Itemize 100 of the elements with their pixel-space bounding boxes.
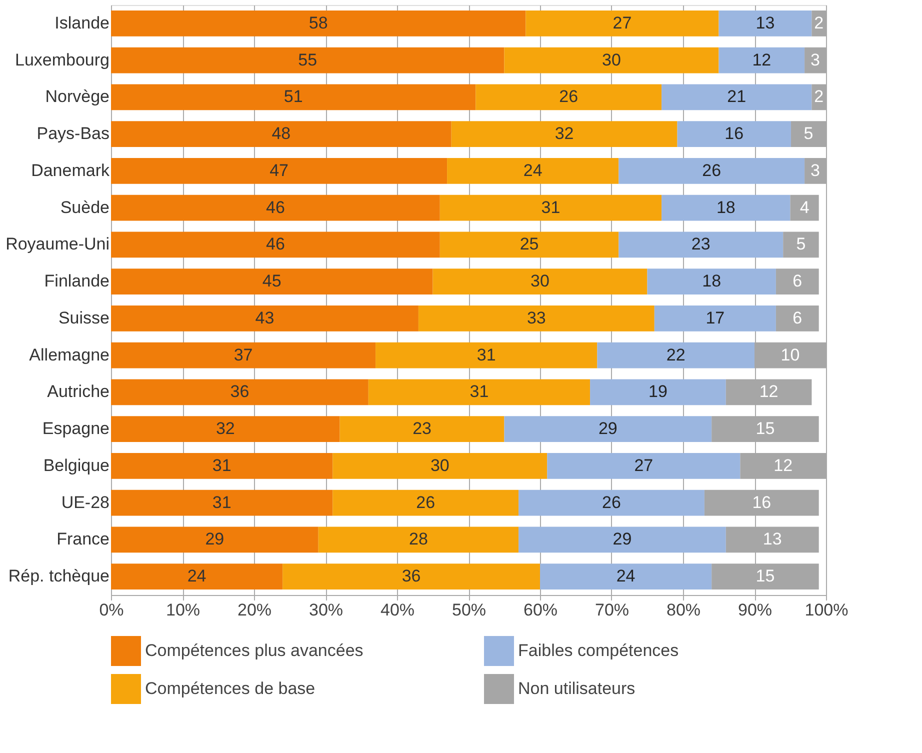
data-label: 19 [648, 382, 668, 402]
data-label: 26 [702, 160, 722, 180]
y-tick-label: Luxembourg [14, 50, 110, 70]
data-label: 13 [756, 13, 775, 32]
data-label: 45 [262, 272, 282, 291]
data-label: 48 [272, 124, 291, 144]
data-label: 21 [727, 87, 746, 106]
bar [654, 306, 776, 332]
data-label: 16 [752, 492, 772, 512]
data-label: 47 [270, 160, 288, 180]
y-tick-label: France [56, 530, 110, 549]
legend-label: Non utilisateurs [518, 679, 636, 698]
data-label: 23 [691, 234, 710, 254]
data-label: 16 [724, 124, 744, 144]
x-tick-label: 100% [804, 600, 848, 620]
x-tick-label: 30% [308, 600, 344, 620]
y-tick-label: Norvège [45, 87, 110, 106]
bar [662, 84, 812, 110]
data-label: 29 [612, 530, 632, 549]
bar [111, 526, 318, 553]
data-label: 31 [476, 345, 496, 364]
data-label: 2 [814, 87, 824, 106]
data-label: 18 [702, 272, 722, 291]
data-label: 31 [212, 492, 232, 512]
bar [111, 194, 440, 221]
data-label: 15 [756, 419, 775, 438]
legend-label: Compétences de base [145, 679, 316, 698]
bar [790, 194, 819, 221]
bar [451, 121, 678, 147]
y-tick-label: Royaume-Uni [6, 234, 110, 254]
bar [111, 47, 504, 74]
data-label: 6 [792, 272, 802, 291]
x-tick-label: 0% [99, 600, 124, 620]
bar [111, 564, 283, 590]
bar [332, 490, 519, 516]
y-tick-label: Suède [60, 198, 110, 217]
x-tick-label: 50% [452, 600, 486, 620]
bar [111, 10, 526, 36]
data-label: 46 [266, 198, 285, 217]
data-label: 58 [308, 13, 328, 32]
data-label: 24 [523, 160, 542, 180]
bar [447, 158, 619, 184]
data-label: 24 [187, 566, 206, 586]
bar [647, 268, 776, 294]
bar [540, 564, 712, 590]
bar [718, 10, 812, 36]
data-label: 26 [602, 492, 621, 512]
data-label: 23 [412, 419, 432, 438]
data-label: 27 [634, 456, 654, 475]
bar [662, 194, 790, 221]
bar [440, 232, 619, 258]
data-label: 31 [212, 456, 232, 475]
y-tick-label: Danemark [31, 160, 110, 180]
legend-label: Faibles compétences [518, 641, 679, 660]
bar [111, 158, 448, 184]
x-tick-label: 10% [166, 600, 200, 620]
bar [111, 379, 368, 406]
data-label: 37 [234, 345, 253, 364]
data-label: 29 [205, 530, 224, 549]
bar [526, 10, 719, 36]
data-label: 51 [284, 87, 303, 106]
y-tick-label: UE-28 [61, 492, 110, 512]
bar [282, 564, 540, 590]
data-label: 24 [616, 566, 636, 586]
bar [776, 268, 819, 294]
data-label: 36 [230, 382, 250, 402]
bar [111, 84, 476, 110]
y-tick-label: Rép. tchèque [8, 566, 110, 586]
data-label: 55 [298, 50, 318, 70]
bar [618, 158, 805, 184]
data-label: 36 [402, 566, 421, 586]
x-tick-label: 60% [523, 600, 558, 620]
bar [590, 379, 726, 406]
x-tick-label: 80% [666, 600, 701, 620]
bar [111, 268, 433, 294]
data-label: 46 [266, 234, 285, 254]
bar [111, 490, 333, 516]
data-label: 30 [602, 50, 621, 70]
data-label: 17 [706, 308, 725, 328]
data-label: 4 [800, 198, 810, 217]
bar [718, 47, 805, 74]
x-tick-label: 70% [594, 600, 630, 620]
data-label: 30 [530, 272, 550, 291]
bar [518, 490, 704, 516]
data-label: 15 [756, 566, 775, 586]
bar [440, 194, 662, 221]
bar [340, 416, 504, 442]
bar [618, 232, 784, 258]
bar [504, 416, 712, 442]
bar [418, 306, 654, 332]
data-label: 2 [814, 13, 824, 32]
data-label: 12 [752, 50, 772, 70]
data-label: 3 [810, 160, 820, 180]
data-label: 32 [216, 419, 235, 438]
y-tick-label: Islande [54, 13, 110, 32]
data-label: 5 [804, 124, 814, 144]
bar [476, 84, 662, 110]
data-label: 28 [408, 530, 428, 549]
y-tick-label: Belgique [43, 456, 110, 475]
data-label: 29 [598, 419, 618, 438]
